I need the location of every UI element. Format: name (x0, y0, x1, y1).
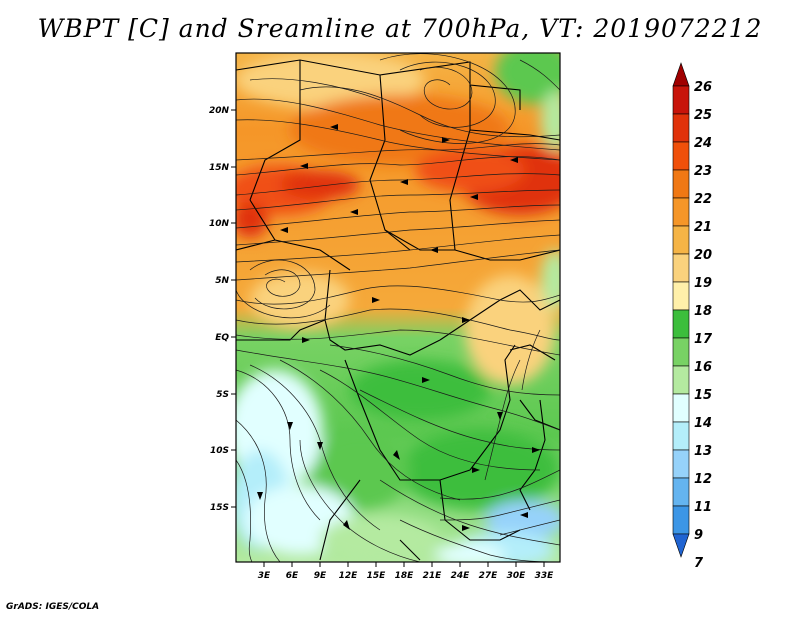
colorbar-segment (672, 449, 690, 479)
lon-label: 24E (451, 571, 471, 581)
colorbar-segment (672, 421, 690, 451)
lon-label: 18E (395, 571, 415, 581)
lat-label: 15S (210, 503, 229, 513)
colorbar-segment (672, 169, 690, 199)
lon-label: 15E (367, 571, 387, 581)
colorbar-level-label: 26 (694, 80, 712, 95)
colorbar-level-label: 11 (694, 500, 712, 515)
colorbar-segment (672, 477, 690, 507)
colorbar-level-label: 20 (694, 248, 712, 263)
colorbar-level-label: 24 (694, 136, 712, 151)
axis-ticks (231, 109, 545, 567)
colorbar-segment (672, 113, 690, 143)
colorbar-segment (672, 197, 690, 227)
colorbar-level-label: 15 (694, 388, 712, 403)
lon-label: 30E (507, 571, 527, 581)
lon-label: 27E (479, 571, 499, 581)
lat-label: EQ (215, 333, 229, 343)
colorbar-bottom-triangle (672, 533, 690, 558)
colorbar-level-label: 23 (694, 164, 712, 179)
colorbar-level-label: 17 (694, 332, 713, 347)
colorbar-level-label: 7 (694, 556, 704, 571)
colorbar-level-label: 13 (694, 444, 712, 459)
lon-label: 12E (339, 571, 359, 581)
colorbar-segment (672, 365, 690, 395)
lat-label: 20N (209, 106, 230, 116)
streamline-arrows (257, 124, 540, 531)
colorbar-segment (672, 309, 690, 339)
colorbar-segment (672, 85, 690, 115)
colorbar-segment (672, 225, 690, 255)
wbpt-field (236, 53, 560, 562)
lon-label: 6E (286, 571, 299, 581)
lon-label: 3E (258, 571, 271, 581)
colorbar-level-label: 16 (694, 360, 712, 375)
colorbar-level-label: 19 (694, 276, 712, 291)
grads-credit: GrADS: IGES/COLA (6, 602, 100, 612)
colorbar-segment (672, 393, 690, 423)
colorbar-level-label: 25 (694, 108, 712, 123)
colorbar: 26 25 24 23 22 21 20 19 18 17 16 15 14 13 12 11 9 7 (672, 62, 713, 571)
colorbar-level-label: 18 (694, 304, 712, 319)
lat-label: 10N (209, 219, 230, 229)
lon-label: 9E (314, 571, 327, 581)
lat-label: 15N (209, 163, 230, 173)
colorbar-segment (672, 141, 690, 171)
map-frame (235, 52, 561, 563)
lat-label: 5S (216, 390, 229, 400)
colorbar-level-label: 22 (694, 192, 712, 207)
colorbar-segment (672, 253, 690, 283)
colorbar-top-triangle (672, 62, 690, 87)
lat-label: 10S (210, 446, 229, 456)
colorbar-level-label: 14 (694, 416, 712, 431)
colorbar-level-label: 21 (694, 220, 712, 235)
colorbar-segment (672, 505, 690, 535)
lon-label: 21E (423, 571, 443, 581)
colorbar-segment (672, 281, 690, 311)
lat-label: 5N (215, 276, 229, 286)
chart-title: WBPT [C] and Sreamline at 700hPa, VT: 20… (37, 14, 763, 43)
colorbar-level-label: 9 (694, 528, 703, 543)
lon-label: 33E (535, 571, 555, 581)
colorbar-segment (672, 337, 690, 367)
colorbar-level-label: 12 (694, 472, 712, 487)
